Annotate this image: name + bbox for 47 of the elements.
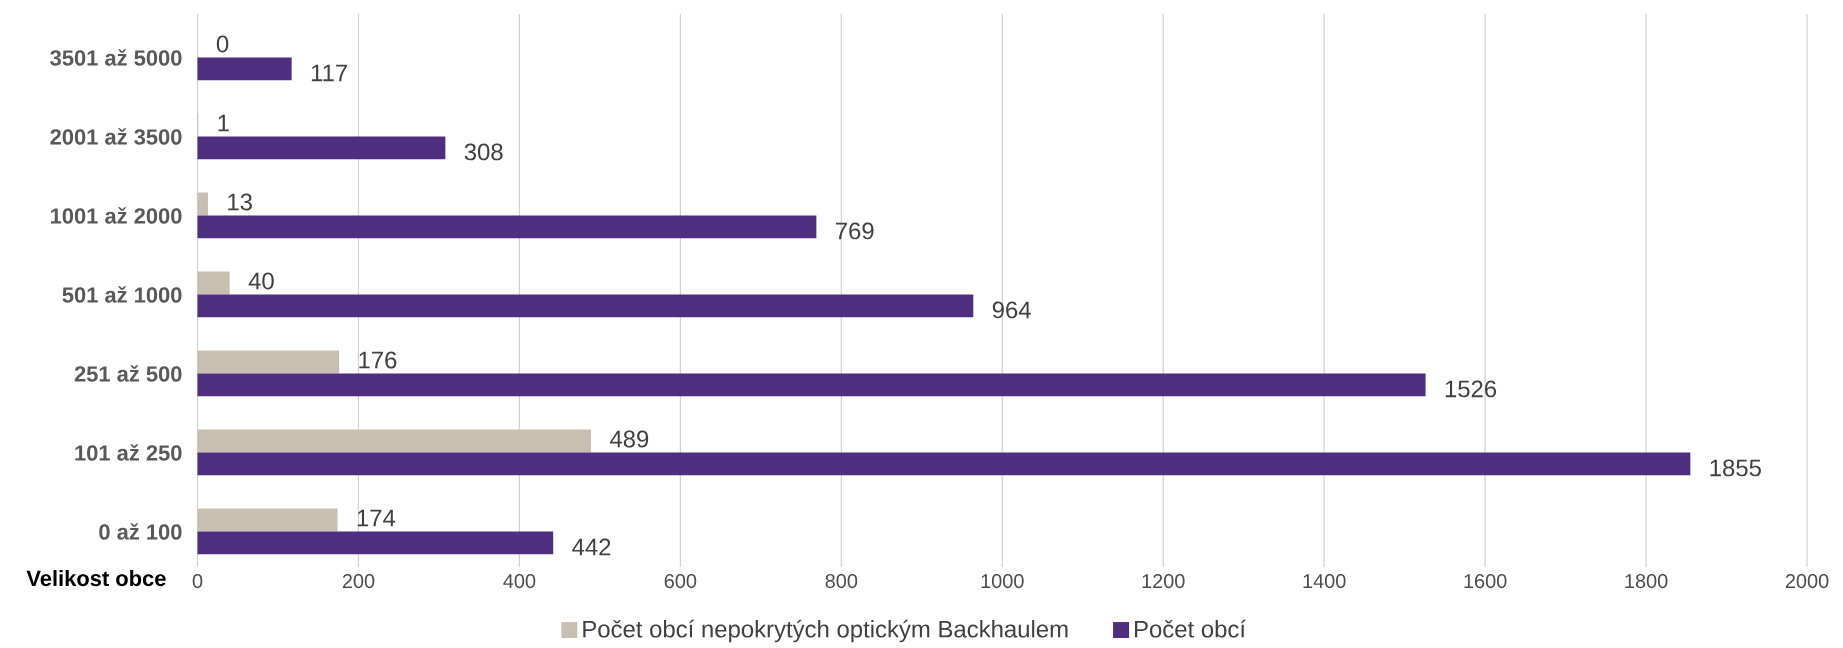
x-tick-label: 200 xyxy=(342,573,375,588)
y-tick-label: 0 až 100 xyxy=(99,523,182,540)
data-label: 442 xyxy=(572,538,611,556)
x-tick-label: 1000 xyxy=(981,573,1024,588)
data-label: 40 xyxy=(248,272,274,290)
data-label: 1 xyxy=(218,114,229,132)
x-tick-label: 400 xyxy=(503,573,536,588)
data-label: 489 xyxy=(609,430,649,448)
x-tick-label: 600 xyxy=(664,573,697,588)
y-tick-label: 3501 až 5000 xyxy=(50,49,182,66)
y-tick-label: 251 až 500 xyxy=(74,365,182,382)
x-tick-label: 1800 xyxy=(1625,573,1668,588)
data-label: 0 xyxy=(216,35,229,53)
x-tick-label: 1600 xyxy=(1464,573,1507,588)
bar xyxy=(197,373,1426,397)
data-label: 1526 xyxy=(1445,380,1497,398)
data-label: 176 xyxy=(359,351,397,369)
y-tick-label: 101 až 250 xyxy=(75,444,182,461)
x-tick-label: 0 xyxy=(192,573,203,588)
bar xyxy=(197,508,338,532)
x-tick-label: 2000 xyxy=(1785,573,1829,588)
bar xyxy=(197,192,208,216)
x-tick-label: 1200 xyxy=(1142,573,1185,588)
x-tick-label: 1400 xyxy=(1303,573,1346,588)
bar xyxy=(197,57,292,81)
y-axis-title: Velikost obce xyxy=(26,569,166,586)
bar xyxy=(197,350,340,374)
bar xyxy=(197,452,1691,476)
bar xyxy=(197,215,817,239)
bar xyxy=(197,136,446,160)
bar xyxy=(197,294,974,318)
legend-label: Počet obcí xyxy=(1135,619,1246,638)
data-label: 174 xyxy=(357,509,396,527)
bar xyxy=(197,531,554,555)
y-tick-label: 501 až 1000 xyxy=(62,286,182,303)
bar xyxy=(197,429,592,453)
x-tick-label: 800 xyxy=(825,573,858,588)
data-label: 13 xyxy=(228,193,252,211)
y-tick-label: 2001 až 3500 xyxy=(50,128,182,145)
data-label: 964 xyxy=(992,301,1031,319)
y-tick-label: 1001 až 2000 xyxy=(50,207,182,224)
data-label: 769 xyxy=(835,222,874,240)
bar xyxy=(197,271,230,295)
legend-label: Počet obcí nepokrytých optickým Backhaulem xyxy=(583,619,1068,643)
data-label: 117 xyxy=(311,64,347,81)
data-label: 1855 xyxy=(1710,459,1761,477)
data-label: 308 xyxy=(464,143,503,161)
